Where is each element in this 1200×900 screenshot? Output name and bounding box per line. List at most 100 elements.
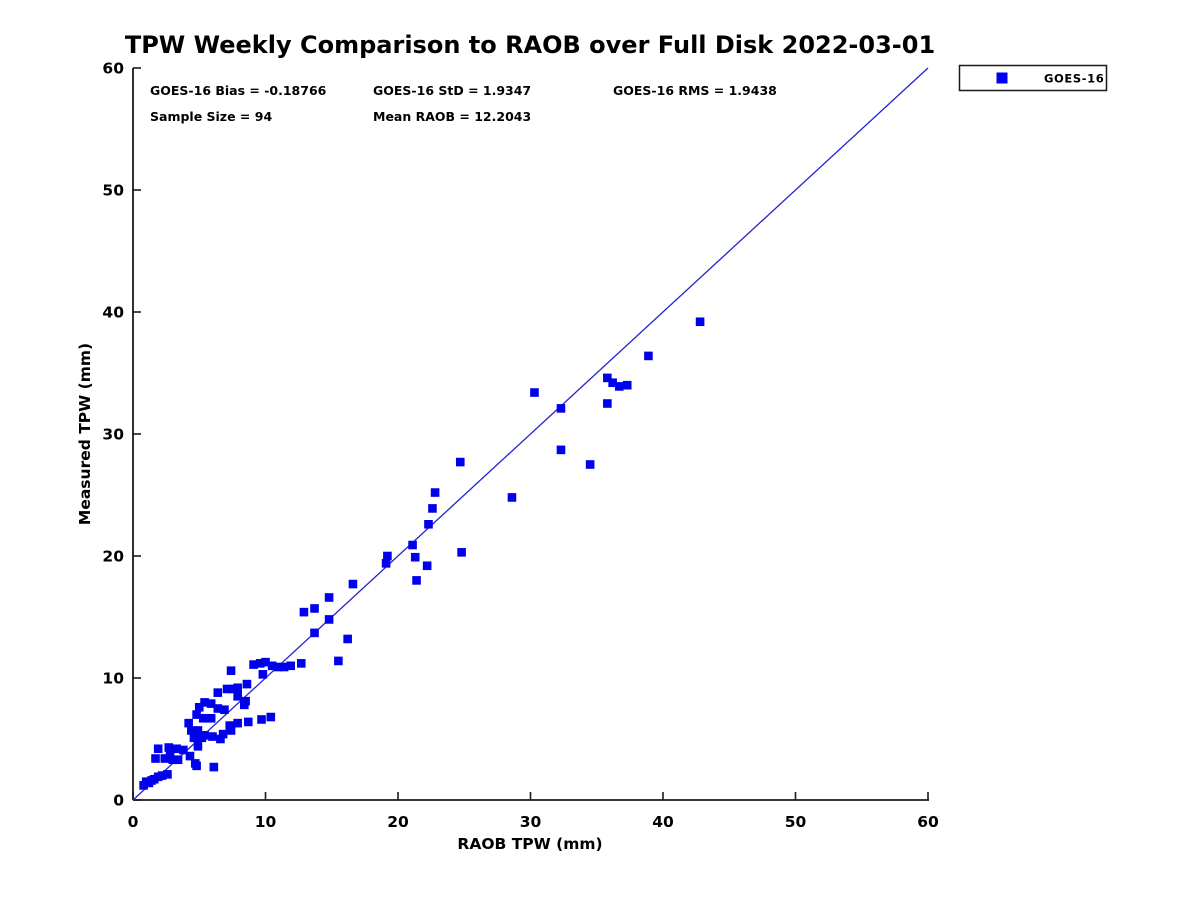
data-point-marker (644, 351, 653, 361)
data-point-marker (187, 726, 196, 735)
data-point-marker (428, 504, 437, 513)
data-point-marker (457, 548, 466, 557)
legend-goes16-marker-icon (996, 72, 1008, 84)
data-point-marker (695, 317, 705, 327)
data-point-marker (296, 659, 306, 668)
y-axis-label: Measured TPW (mm) (76, 343, 94, 525)
data-point-marker (410, 552, 420, 562)
stat-sample-size: Sample Size = 94 (150, 109, 272, 124)
data-point-marker (424, 519, 433, 529)
data-point-marker (179, 745, 188, 755)
data-point-marker (233, 683, 242, 693)
stat-std: GOES-16 StD = 1.9347 (373, 83, 531, 98)
data-point-marker (310, 604, 319, 613)
data-point-marker (213, 704, 223, 713)
data-point-marker (226, 726, 236, 735)
data-point-marker (273, 662, 282, 672)
data-point-marker (200, 731, 209, 740)
data-point-marker (412, 576, 421, 585)
y-tick-label: 10 (102, 670, 124, 688)
data-point-marker (258, 670, 268, 679)
data-point-marker (216, 734, 225, 744)
data-point-marker (267, 661, 277, 671)
data-point-marker (172, 744, 182, 754)
data-point-marker (310, 628, 319, 638)
data-point-marker (193, 726, 203, 735)
data-point-marker (261, 657, 270, 667)
data-point-marker (334, 656, 343, 666)
scatter-points (139, 317, 705, 790)
data-point-marker (585, 460, 595, 469)
data-point-marker (160, 754, 170, 763)
data-point-marker (299, 607, 309, 617)
data-point-marker (209, 762, 219, 772)
x-tick-label: 0 (128, 813, 139, 831)
data-point-marker (165, 749, 175, 758)
x-tick-label: 60 (917, 813, 939, 831)
data-point-marker (240, 700, 249, 710)
data-point-marker (455, 457, 465, 467)
data-point-marker (408, 540, 417, 550)
legend: GOES-16 (958, 64, 1108, 92)
data-point-marker (226, 666, 236, 675)
legend-goes16-label: GOES-16 (1044, 72, 1104, 86)
data-point-marker (194, 702, 204, 712)
data-point-marker (556, 404, 566, 413)
data-point-marker (222, 684, 232, 694)
data-point-marker (206, 699, 216, 708)
data-point-marker (243, 717, 253, 727)
data-point-marker (383, 551, 392, 561)
data-point-marker (228, 684, 237, 694)
data-point-marker (266, 712, 276, 722)
y-tick-label: 0 (113, 792, 124, 810)
y-tick-label: 60 (102, 60, 124, 78)
data-point-marker (257, 715, 266, 724)
data-point-marker (614, 382, 624, 391)
x-tick-label: 50 (785, 813, 807, 831)
data-point-marker (198, 713, 208, 723)
data-point-marker (255, 659, 265, 668)
y-tick-label: 40 (102, 304, 124, 322)
x-tick-label: 30 (520, 813, 542, 831)
data-point-marker (168, 755, 178, 765)
data-point-marker (603, 399, 612, 408)
data-point-marker (206, 713, 216, 723)
data-point-marker (242, 679, 252, 689)
data-point-marker (343, 634, 352, 644)
legend-box (958, 64, 1108, 92)
data-point-marker (608, 378, 617, 388)
data-point-marker (164, 743, 174, 752)
data-point-marker (348, 579, 358, 589)
x-tick-label: 20 (387, 813, 409, 831)
data-point-marker (218, 729, 228, 739)
data-point-marker (622, 380, 632, 390)
data-point-marker (173, 755, 183, 765)
data-point-marker (324, 593, 334, 602)
data-point-marker (249, 660, 258, 669)
data-point-marker (233, 692, 242, 701)
data-point-marker (530, 388, 539, 397)
data-point-marker (185, 751, 195, 761)
one-to-one-line (132, 67, 929, 801)
data-point-marker (279, 662, 289, 672)
data-point-marker (163, 770, 172, 779)
x-axis-label: RAOB TPW (mm) (457, 835, 602, 853)
y-tick-label: 20 (102, 548, 124, 566)
data-point-marker (200, 698, 209, 707)
y-tick-label: 50 (102, 182, 124, 200)
data-point-marker (225, 721, 235, 730)
one-to-one-line-segment (132, 67, 929, 801)
data-point-marker (192, 710, 201, 719)
y-tick-label: 30 (102, 426, 124, 444)
stat-bias: GOES-16 Bias = -0.18766 (150, 83, 327, 98)
data-point-marker (157, 771, 167, 780)
data-point-marker (184, 718, 193, 728)
data-point-marker (189, 733, 199, 743)
data-point-marker (193, 742, 203, 751)
data-point-marker (192, 761, 201, 771)
stat-rms: GOES-16 RMS = 1.9438 (613, 83, 777, 98)
data-point-marker (153, 744, 163, 754)
data-point-marker (556, 445, 566, 455)
